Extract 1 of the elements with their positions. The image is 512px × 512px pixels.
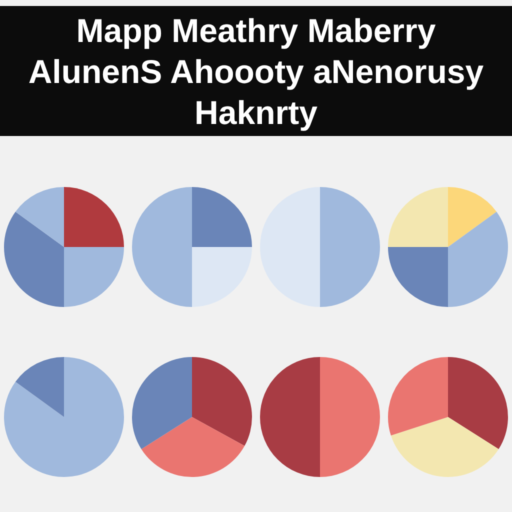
text: Mapp Meathry Maberry AlunenS Ahoooty aNenorusy Haknrty	[0, 6, 512, 136]
